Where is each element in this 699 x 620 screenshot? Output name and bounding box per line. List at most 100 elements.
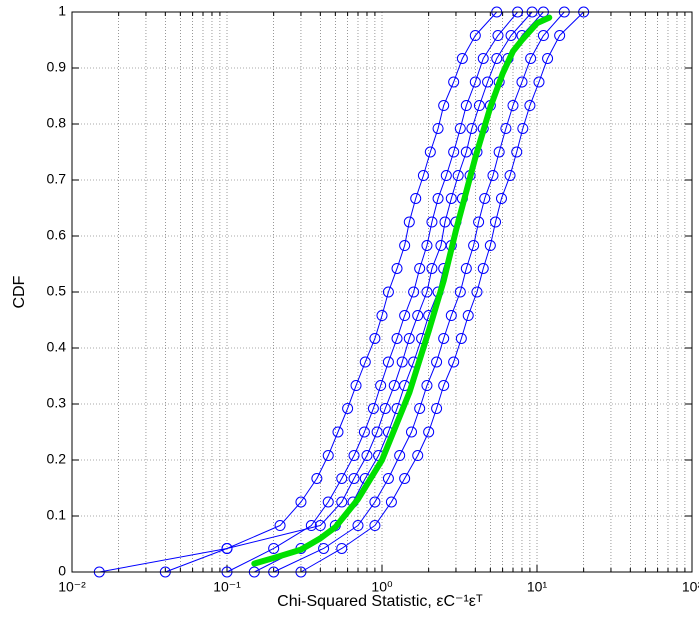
marker bbox=[385, 496, 397, 508]
marker bbox=[369, 332, 381, 344]
series-line bbox=[98, 11, 498, 573]
marker bbox=[421, 380, 433, 392]
marker bbox=[358, 426, 370, 438]
marker bbox=[507, 100, 519, 112]
marker bbox=[466, 122, 478, 134]
marker bbox=[517, 122, 529, 134]
marker bbox=[336, 542, 348, 554]
marker bbox=[448, 146, 460, 158]
series-line bbox=[300, 11, 585, 573]
marker bbox=[525, 52, 537, 64]
marker bbox=[495, 192, 507, 204]
marker bbox=[406, 426, 418, 438]
marker bbox=[438, 332, 450, 344]
marker bbox=[311, 472, 323, 484]
marker bbox=[421, 240, 433, 252]
marker bbox=[479, 192, 491, 204]
marker bbox=[448, 356, 460, 368]
marker bbox=[391, 332, 403, 344]
marker bbox=[440, 170, 452, 182]
marker bbox=[477, 52, 489, 64]
marker bbox=[438, 380, 450, 392]
marker bbox=[376, 310, 388, 322]
marker bbox=[379, 402, 391, 414]
y-tick-label: 0.9 bbox=[47, 59, 67, 75]
marker bbox=[492, 30, 504, 42]
marker bbox=[408, 286, 420, 298]
y-tick-label: 0.1 bbox=[47, 507, 67, 523]
marker bbox=[382, 472, 394, 484]
marker bbox=[445, 192, 457, 204]
marker bbox=[352, 520, 364, 532]
marker bbox=[504, 170, 516, 182]
marker bbox=[432, 122, 444, 134]
marker bbox=[399, 310, 411, 322]
marker bbox=[505, 30, 517, 42]
marker bbox=[469, 76, 481, 88]
marker bbox=[516, 76, 528, 88]
marker bbox=[454, 286, 466, 298]
marker bbox=[382, 356, 394, 368]
marker bbox=[491, 52, 503, 64]
marker bbox=[462, 310, 474, 322]
marker bbox=[452, 170, 464, 182]
marker bbox=[342, 402, 354, 414]
marker bbox=[410, 192, 422, 204]
x-tick-label: 10⁻¹ bbox=[213, 579, 241, 595]
marker bbox=[469, 30, 481, 42]
marker bbox=[394, 450, 406, 462]
marker bbox=[350, 380, 362, 392]
marker bbox=[332, 426, 344, 438]
marker bbox=[274, 520, 286, 532]
y-tick-label: 0.2 bbox=[47, 451, 67, 467]
marker bbox=[305, 520, 317, 532]
marker bbox=[414, 262, 426, 274]
marker bbox=[426, 216, 438, 228]
y-tick-label: 0 bbox=[58, 563, 66, 579]
marker bbox=[431, 356, 443, 368]
marker bbox=[336, 472, 348, 484]
marker bbox=[295, 496, 307, 508]
marker bbox=[359, 356, 371, 368]
marker bbox=[314, 520, 326, 532]
marker bbox=[471, 286, 483, 298]
marker bbox=[438, 100, 450, 112]
x-axis-label: Chi-Squared Statistic, εC⁻¹εᵀ bbox=[277, 593, 483, 610]
marker bbox=[542, 52, 554, 64]
marker bbox=[482, 76, 494, 88]
marker bbox=[500, 122, 512, 134]
marker bbox=[369, 496, 381, 508]
marker bbox=[403, 332, 415, 344]
marker bbox=[487, 170, 499, 182]
marker bbox=[493, 146, 505, 158]
marker bbox=[473, 100, 485, 112]
marker bbox=[369, 520, 381, 532]
marker bbox=[435, 240, 447, 252]
marker bbox=[524, 100, 536, 112]
x-tick-label: 10² bbox=[682, 579, 699, 595]
marker bbox=[473, 216, 485, 228]
y-tick-label: 0.3 bbox=[47, 395, 67, 411]
x-tick-label: 10¹ bbox=[527, 579, 548, 595]
marker bbox=[454, 122, 466, 134]
plot-frame bbox=[71, 11, 693, 573]
marker bbox=[322, 496, 334, 508]
marker bbox=[423, 426, 435, 438]
marker bbox=[417, 170, 429, 182]
marker bbox=[403, 216, 415, 228]
marker bbox=[361, 450, 373, 462]
marker bbox=[399, 240, 411, 252]
marker bbox=[421, 286, 433, 298]
marker bbox=[460, 262, 472, 274]
series-line bbox=[273, 11, 565, 573]
series-line bbox=[164, 11, 533, 573]
y-tick-label: 0.4 bbox=[47, 339, 67, 355]
marker bbox=[371, 426, 383, 438]
marker bbox=[511, 146, 523, 158]
marker bbox=[455, 332, 467, 344]
marker bbox=[448, 76, 460, 88]
y-tick-label: 1 bbox=[58, 3, 66, 19]
series-line bbox=[226, 11, 519, 573]
marker bbox=[388, 380, 400, 392]
